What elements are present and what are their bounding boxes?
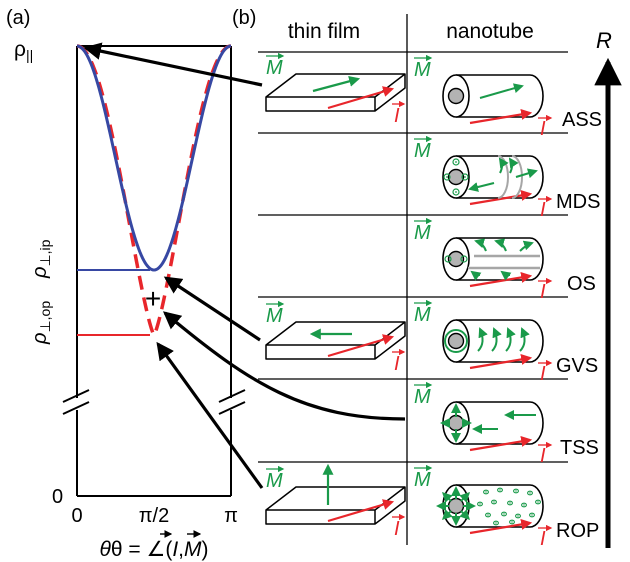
nanotube-ass: MI	[414, 54, 553, 140]
state-label-mds: MDS	[556, 191, 600, 213]
nanotube-tss: MI	[414, 381, 553, 467]
y-tick-rho-perp-op: ρ⊥,op	[29, 301, 53, 345]
nanotube-gvs: MI	[414, 299, 553, 385]
m-symbol: M	[414, 386, 431, 408]
panel-b-label: (b)	[232, 7, 256, 29]
m-symbol: M	[414, 469, 431, 491]
state-label-rop: ROP	[556, 520, 599, 542]
m-symbol: M	[414, 140, 431, 162]
r-axis-label: R	[596, 28, 612, 53]
current-arrow	[469, 272, 533, 288]
svg-text:I: I	[394, 518, 400, 540]
i-symbol: I	[540, 118, 546, 140]
dashed-curve	[76, 44, 232, 339]
thin-film-current-arrows	[327, 86, 395, 523]
plot-axes	[76, 45, 232, 497]
svg-text:I: I	[394, 353, 400, 375]
cross-marker: +	[145, 283, 161, 314]
thin-film-symbols: M I M I M I	[266, 52, 406, 540]
state-label-gvs: GVS	[556, 355, 598, 377]
i-symbol: I	[540, 528, 546, 550]
y-tick-rho-parallel: ρ||	[14, 38, 33, 63]
magnetization-arrow	[479, 83, 524, 99]
y-tick-rho-perp-ip: ρ⊥,ip	[29, 239, 53, 279]
y-tick-zero: 0	[52, 486, 63, 508]
magnetization-arrow	[312, 75, 361, 93]
i-symbol: I	[540, 199, 546, 221]
column-header-nanotube: nanotube	[446, 20, 534, 43]
state-label-ass: ASS	[562, 109, 602, 131]
m-symbol: M	[414, 222, 431, 244]
svg-text:I: I	[394, 105, 400, 127]
panel-a: (a) + ρ|| ρ⊥,ip ρ⊥,op 0 0	[6, 7, 246, 561]
tube-core	[447, 332, 465, 350]
x-tick-0: 0	[71, 505, 82, 527]
current-arrow	[469, 190, 533, 206]
arrow-rop-to-rho-perp-op	[156, 341, 264, 489]
i-symbol: I	[540, 445, 546, 467]
tube-core	[447, 87, 465, 105]
x-axis-label: θθ = ∠(I,M)	[99, 538, 208, 561]
arrow-ass-to-rho-parallel	[83, 42, 263, 87]
state-label-os: OS	[567, 273, 596, 295]
x-tick-pi-half: π/2	[139, 505, 169, 527]
svg-text:M: M	[266, 305, 283, 327]
tube-core	[447, 250, 465, 268]
state-label-tss: TSS	[560, 437, 599, 459]
svg-text:M: M	[266, 470, 283, 492]
nanotube-mds: MI	[414, 135, 553, 221]
pointer-arrows	[83, 42, 406, 489]
thin-film-slab-rop	[265, 463, 406, 525]
panel-a-label: (a)	[6, 7, 30, 29]
i-symbol: I	[540, 281, 546, 303]
thin-film-slab-ass	[265, 73, 406, 112]
tube-core	[447, 168, 465, 186]
current-arrow	[469, 109, 533, 125]
x-tick-pi: π	[224, 505, 238, 527]
solid-curve	[76, 44, 232, 272]
nanotube-os: MI	[414, 217, 553, 303]
thin-film-slab-gvs	[265, 321, 406, 360]
current-arrow	[469, 354, 533, 370]
i-symbol: I	[540, 363, 546, 385]
m-symbol: M	[414, 304, 431, 326]
current-arrow	[469, 436, 533, 452]
svg-text:M: M	[266, 57, 283, 79]
panel-b: (b) thin film nanotube R ASS MDS OS GVS …	[232, 7, 622, 550]
column-header-thin-film: thin film	[288, 20, 360, 43]
axis-break-marks	[62, 389, 246, 415]
nanotube-rop: MI	[414, 464, 553, 550]
arrow-tss-to-cross	[162, 311, 406, 421]
current-arrow	[469, 519, 533, 535]
tube-core	[447, 414, 465, 432]
m-symbol: M	[414, 59, 431, 81]
arrow-gvs-to-rho-perp-ip	[163, 276, 261, 342]
table-grid	[258, 14, 568, 545]
